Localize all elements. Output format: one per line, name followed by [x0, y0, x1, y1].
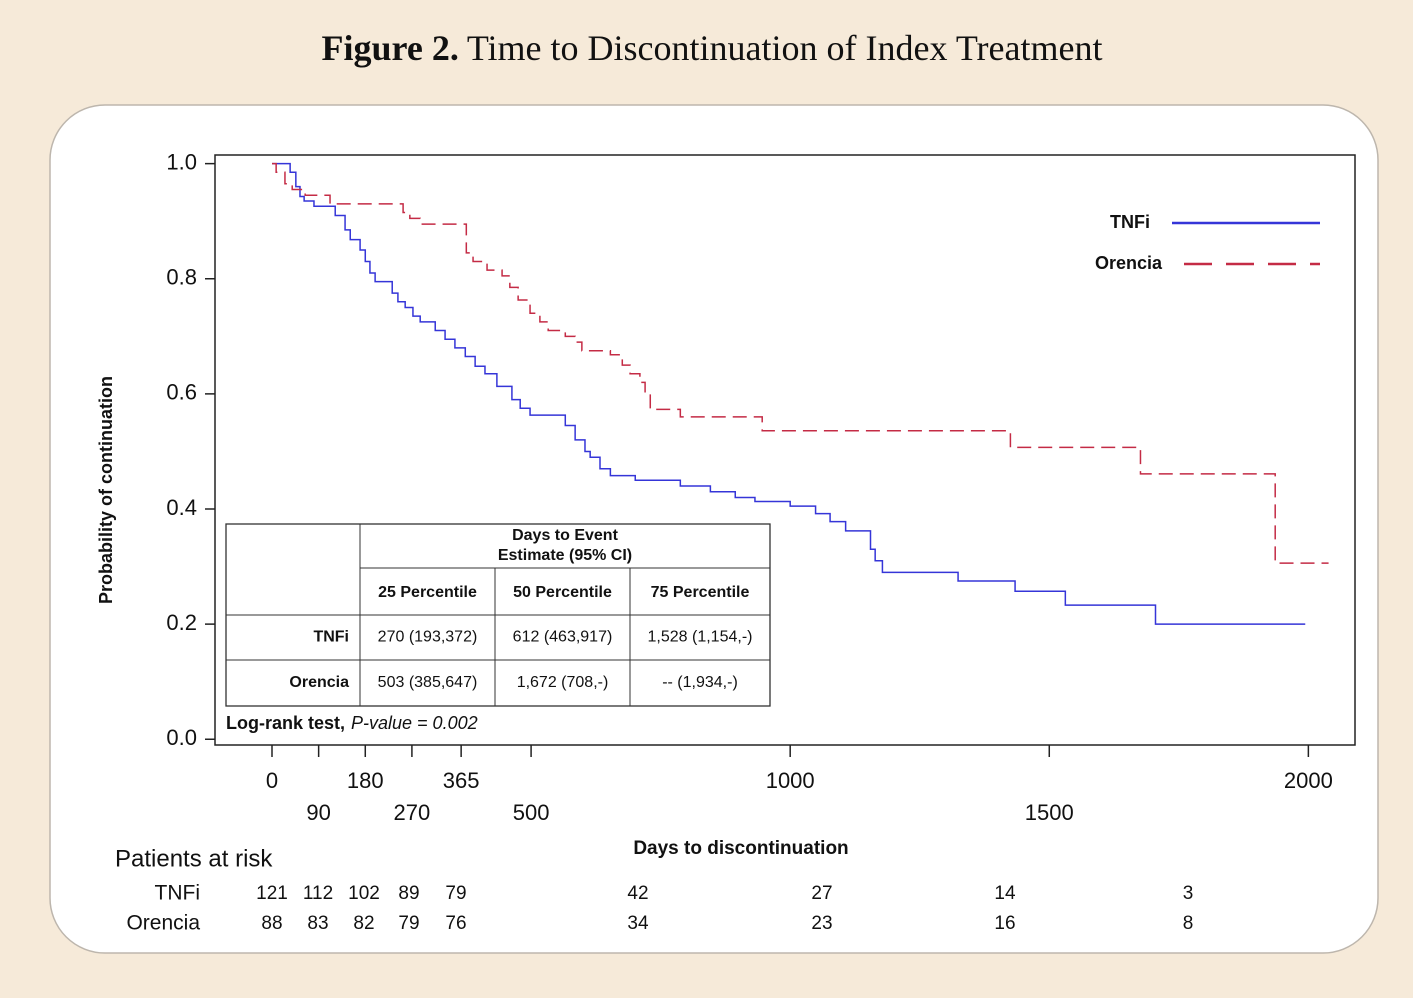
y-tick-label: 0.8 [166, 265, 197, 290]
table-cell: -- (1,934,-) [662, 674, 738, 691]
table-column-header: 25 Percentile [378, 584, 477, 601]
at-risk-count: 112 [303, 883, 333, 904]
survival-curve [272, 162, 1329, 564]
table-cell: 1,672 (708,-) [517, 674, 609, 691]
x-tick-label: 180 [347, 768, 384, 793]
legend-label: Orencia [1095, 253, 1163, 273]
x-tick-label: 365 [443, 768, 480, 793]
table-cell: 503 (385,647) [378, 674, 478, 691]
table-row-header: TNFi [313, 629, 349, 646]
y-tick-label: 0.2 [166, 610, 197, 635]
y-axis-label: Probability of continuation [96, 376, 116, 604]
chart-title: Figure 2. Time to Discontinuation of Inde… [322, 28, 1103, 68]
at-risk-count: 14 [994, 883, 1016, 904]
x-axis-label: Days to discontinuation [633, 838, 848, 859]
table-row-header: Orencia [289, 674, 349, 691]
at-risk-count: 79 [398, 913, 419, 934]
at-risk-count: 89 [398, 883, 419, 904]
x-tick-label: 90 [306, 800, 330, 825]
at-risk-count: 82 [353, 913, 374, 934]
at-risk-count: 79 [445, 883, 466, 904]
plot-frame [214, 154, 1356, 746]
at-risk-count: 121 [256, 883, 288, 904]
at-risk-count: 76 [445, 913, 466, 934]
footnote-test: Log-rank test, [226, 713, 345, 733]
at-risk-count: 83 [307, 913, 328, 934]
y-tick-label: 0.4 [166, 495, 197, 520]
footnote-p-value: P-value = 0.002 [351, 713, 478, 733]
at-risk-count: 3 [1183, 883, 1194, 904]
table-cell: 270 (193,372) [378, 629, 478, 646]
at-risk-count: 42 [627, 883, 648, 904]
legend-label: TNFi [1110, 212, 1150, 232]
x-tick-label: 2000 [1284, 768, 1333, 793]
at-risk-count: 27 [811, 883, 832, 904]
x-tick-label: 500 [513, 800, 550, 825]
at-risk-name: TNFi [155, 882, 201, 905]
survival-curve [272, 162, 1306, 625]
x-tick-label: 1500 [1025, 800, 1074, 825]
x-tick-label: 1000 [766, 768, 815, 793]
at-risk-count: 8 [1183, 913, 1194, 934]
table-column-header: 50 Percentile [513, 584, 612, 601]
title-text: Time to Discontinuation of Index Treatme… [467, 28, 1103, 68]
x-tick-label: 0 [266, 768, 278, 793]
at-risk-count: 16 [994, 913, 1015, 934]
x-tick-label: 270 [394, 800, 431, 825]
at-risk-count: 23 [811, 913, 832, 934]
at-risk-count: 34 [627, 913, 649, 934]
title-label: Figure 2. [322, 28, 459, 68]
at-risk-count: 88 [261, 913, 282, 934]
table-header: Estimate (95% CI) [498, 547, 632, 564]
table-cell: 1,528 (1,154,-) [648, 629, 753, 646]
table-header: Days to Event [512, 527, 618, 544]
y-tick-label: 0.6 [166, 380, 197, 405]
y-tick-label: 0.0 [166, 725, 197, 750]
table-cell: 612 (463,917) [513, 629, 613, 646]
at-risk-name: Orencia [126, 912, 200, 935]
at-risk-title: Patients at risk [115, 845, 273, 872]
at-risk-count: 102 [348, 883, 380, 904]
table-column-header: 75 Percentile [651, 584, 750, 601]
y-tick-label: 1.0 [166, 149, 197, 174]
footnote: Log-rank test, P-value = 0.002 [226, 713, 478, 733]
